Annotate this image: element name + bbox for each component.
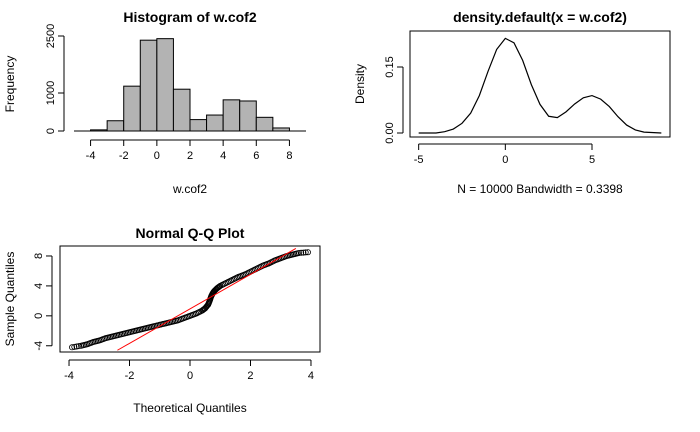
histogram-axes: -4 -2 0 2 4 6 8 0 1000 2500 [45, 24, 292, 162]
density-ytick-label: 0.00 [384, 122, 396, 143]
histogram-ytick-label: 2500 [45, 24, 57, 48]
histogram-bar [189, 119, 208, 132]
density-title: density.default(x = w.cof2) [453, 9, 627, 25]
histogram-bar [239, 100, 257, 132]
qq-ytick-label: 0 [33, 313, 45, 319]
qq-point [300, 249, 307, 256]
qq-ytick-label: -4 [33, 341, 45, 351]
histogram-bar [123, 85, 141, 132]
histogram-ylabel: Frequency [3, 56, 17, 113]
histogram-bar [206, 114, 224, 132]
histogram-bar [139, 39, 158, 132]
density-ylabel: Density [353, 64, 367, 104]
histogram-ytick-label: 0 [45, 128, 57, 134]
qq-point [302, 249, 309, 256]
qq-xtick-label: 2 [247, 370, 253, 382]
density-curve [418, 37, 662, 134]
qq-point [295, 249, 302, 256]
histogram-xtick-label: 6 [253, 150, 259, 162]
qq-points [69, 249, 311, 351]
histogram-xlabel: w.cof2 [172, 182, 207, 196]
qq-title: Normal Q-Q Plot [136, 225, 245, 241]
density-xtick-label: 5 [589, 154, 595, 166]
density-xtick-label: -5 [414, 154, 424, 166]
qq-point [298, 249, 305, 256]
density-plot-box [409, 30, 671, 138]
qq-point [69, 344, 76, 351]
qq-point [215, 284, 222, 291]
histogram-xtick-label: 0 [154, 150, 160, 162]
qq-xtick-label: -2 [125, 370, 135, 382]
histogram-panel: Histogram of w.cof2 -4 -2 0 2 4 6 8 0 1000 2500 w… [3, 9, 306, 196]
histogram-bars [90, 38, 290, 132]
histogram-bar [156, 38, 174, 132]
histogram-bar [255, 116, 274, 132]
qq-reference-line [117, 248, 297, 351]
qq-xtick-label: 0 [187, 370, 193, 382]
histogram-xtick-label: 8 [286, 150, 292, 162]
histogram-bar [172, 88, 191, 132]
histogram-xtick-label: -4 [86, 150, 96, 162]
qq-axes: -4 -2 0 2 4 -4 0 4 8 [33, 253, 314, 382]
qq-xlabel: Theoretical Quantiles [133, 401, 246, 415]
qq-ytick-label: 4 [33, 283, 45, 289]
density-xtick-label: 0 [502, 154, 508, 166]
density-axes: -5 0 5 0.00 0.15 [384, 56, 595, 166]
histogram-ytick-label: 1000 [45, 81, 57, 105]
histogram-bar [106, 120, 125, 132]
density-xlabel: N = 10000 Bandwidth = 0.3398 [457, 182, 623, 196]
qq-ytick-label: 8 [33, 253, 45, 259]
histogram-xtick-label: 4 [220, 150, 226, 162]
qq-plot-box [59, 245, 321, 353]
histogram-title: Histogram of w.cof2 [123, 9, 256, 25]
qq-xtick-label: -4 [64, 370, 74, 382]
qq-point [73, 343, 80, 350]
histogram-bar [222, 99, 241, 132]
histogram-xtick-label: 2 [187, 150, 193, 162]
density-ytick-label: 0.15 [384, 56, 396, 77]
qq-xtick-label: 4 [308, 370, 314, 382]
qq-point [71, 343, 78, 350]
qq-point [304, 249, 311, 256]
histogram-xtick-label: -2 [119, 150, 129, 162]
qq-ylabel: Sample Quantiles [3, 252, 17, 347]
qq-panel: Normal Q-Q Plot -4 -2 0 2 4 -4 0 4 8 Theoretical… [3, 225, 321, 415]
density-panel: density.default(x = w.cof2) -5 0 5 0.00 0.15… [353, 9, 671, 196]
